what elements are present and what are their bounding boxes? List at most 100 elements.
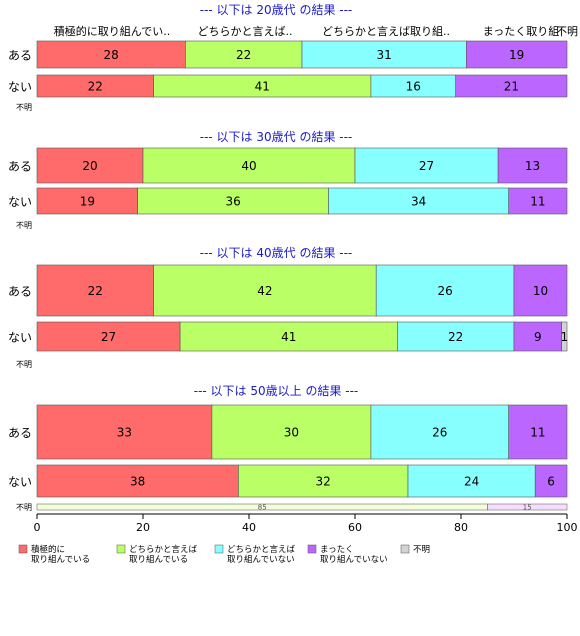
- data-label: 13: [525, 159, 540, 173]
- bar-segment: [238, 464, 409, 498]
- panel-title: --- 以下は 50歳以上 の結果 ---: [194, 384, 359, 398]
- legend-label: 取り組んでいる: [129, 554, 188, 565]
- data-label: 32: [316, 475, 331, 489]
- bar-segment: [354, 147, 499, 184]
- data-label: 11: [530, 426, 545, 440]
- bar-segment: [179, 321, 398, 352]
- bar-segment: [561, 321, 568, 352]
- row-label: ある: [8, 426, 32, 440]
- data-label: 26: [437, 284, 452, 298]
- x-tick-label: 20: [136, 521, 150, 534]
- bar-segment: [465, 40, 568, 69]
- data-label: 11: [530, 195, 545, 209]
- bar-segment: [508, 187, 568, 215]
- bar-segment: [534, 464, 568, 498]
- unknown-row-label: 不明: [16, 221, 32, 230]
- legend-label: どちらかと言えば: [129, 544, 198, 555]
- bar-segment: [36, 464, 239, 498]
- data-label: 10: [533, 284, 548, 298]
- column-header: 積極的に取り組んでい..: [54, 24, 170, 38]
- data-label: 28: [104, 48, 119, 62]
- unknown-row-label: 不明: [16, 360, 32, 369]
- bar-segment: [142, 147, 356, 184]
- x-tick-label: 0: [34, 521, 41, 534]
- data-label: 22: [236, 48, 251, 62]
- column-header: まったく取り組: [483, 25, 560, 38]
- row-label: ない: [8, 80, 32, 94]
- data-label: 24: [464, 475, 479, 489]
- legend-label: 不明: [413, 545, 430, 555]
- data-label: 6: [547, 475, 555, 489]
- bar-segment: [328, 187, 509, 215]
- column-header: どちらかと言えば取り組..: [322, 25, 450, 38]
- bar-segment: [153, 264, 377, 317]
- x-tick-label: 40: [242, 521, 256, 534]
- row-label: ない: [8, 331, 32, 345]
- data-label: 36: [225, 195, 240, 209]
- legend-label: 取り組んでいない: [320, 554, 388, 565]
- bar-segment: [508, 404, 568, 460]
- legend-label: 積極的に: [31, 544, 65, 555]
- legend-label: 取り組んでいない: [227, 554, 295, 565]
- data-label: 19: [509, 48, 524, 62]
- bar-segment: [36, 40, 186, 69]
- bar-segment: [513, 264, 568, 317]
- unknown-segment-label: 85: [258, 504, 267, 512]
- row-label: ある: [8, 49, 32, 63]
- unknown-segment: [487, 503, 568, 511]
- data-label: 19: [80, 195, 95, 209]
- legend-swatch: [116, 544, 126, 554]
- data-label: 21: [504, 80, 519, 94]
- panel-title: --- 以下は 40歳代 の結果 ---: [200, 246, 353, 260]
- bar-segment: [36, 321, 181, 352]
- bar-segment: [375, 264, 515, 317]
- unknown-row-label: 不明: [16, 503, 32, 512]
- x-tick-label: 80: [454, 521, 468, 534]
- legend-swatch: [214, 544, 224, 554]
- x-tick-label: 60: [348, 521, 362, 534]
- bar-segment: [36, 187, 138, 215]
- data-label: 42: [257, 284, 272, 298]
- row-label: ない: [8, 475, 32, 489]
- data-label: 41: [255, 80, 270, 94]
- bar-segment: [185, 40, 303, 69]
- data-label: 22: [88, 80, 103, 94]
- data-label: 1: [561, 330, 569, 344]
- bar-segment: [497, 147, 568, 184]
- data-label: 22: [88, 284, 103, 298]
- data-label: 26: [432, 426, 447, 440]
- column-header: 不明: [556, 25, 578, 38]
- row-label: ない: [8, 195, 32, 209]
- bar-segment: [36, 404, 213, 460]
- legend-label: まったく: [320, 545, 354, 555]
- column-header: どちらかと言えば..: [198, 25, 293, 38]
- legend-swatch: [307, 544, 317, 554]
- data-label: 30: [284, 426, 299, 440]
- bar-segment: [513, 321, 563, 352]
- data-label: 16: [406, 80, 421, 94]
- bar-segment: [407, 464, 536, 498]
- legend-swatch: [18, 544, 28, 554]
- bar-segment: [36, 147, 144, 184]
- bar-segment: [301, 40, 467, 69]
- data-label: 27: [101, 330, 116, 344]
- panel-title: --- 以下は 20歳代 の結果 ---: [200, 3, 353, 17]
- bar-segment: [455, 74, 568, 98]
- bar-segment: [137, 187, 329, 215]
- data-label: 41: [281, 330, 296, 344]
- data-label: 34: [411, 195, 426, 209]
- data-label: 9: [534, 330, 542, 344]
- unknown-segment-label: 15: [523, 504, 532, 512]
- bar-segment: [36, 264, 154, 317]
- data-label: 40: [241, 159, 256, 173]
- data-label: 33: [117, 426, 132, 440]
- bar-segment: [211, 404, 372, 460]
- x-tick-label: 100: [557, 521, 578, 534]
- row-label: ある: [8, 160, 32, 174]
- unknown-row-label: 不明: [16, 103, 32, 112]
- data-label: 22: [448, 330, 463, 344]
- legend-label: どちらかと言えば: [227, 544, 296, 555]
- row-label: ある: [8, 285, 32, 299]
- data-label: 27: [419, 159, 434, 173]
